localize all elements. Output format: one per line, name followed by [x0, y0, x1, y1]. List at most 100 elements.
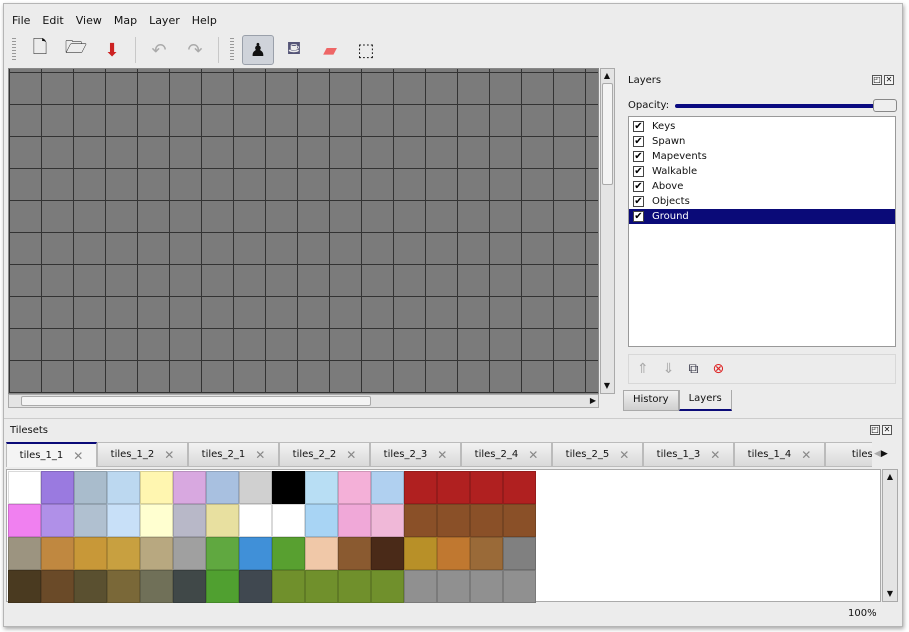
tab-tileset[interactable]: tiles_1_1 ✕	[6, 442, 97, 467]
close-icon[interactable]: ✕	[884, 75, 894, 85]
tile[interactable]	[470, 471, 503, 504]
slider-handle[interactable]	[873, 99, 897, 112]
tile[interactable]	[470, 537, 503, 570]
tab-tileset[interactable]: tiles_2_1 ✕	[188, 442, 279, 467]
tile[interactable]	[206, 537, 239, 570]
tile[interactable]	[140, 570, 173, 603]
tile[interactable]	[8, 471, 41, 504]
save-button[interactable]: ⬇	[96, 35, 128, 65]
float-icon[interactable]: ◰	[870, 425, 880, 435]
close-tab-icon[interactable]: ✕	[528, 447, 539, 462]
tab-tileset[interactable]: tiles_1_3 ✕	[643, 442, 734, 467]
scroll-down-icon[interactable]: ▼	[886, 589, 894, 598]
tile[interactable]	[239, 537, 272, 570]
tile[interactable]	[503, 471, 536, 504]
bucket-fill-button[interactable]: ⛾	[278, 35, 310, 65]
tile[interactable]	[8, 504, 41, 537]
eraser-button[interactable]: ▰	[314, 35, 346, 65]
scroll-thumb[interactable]	[602, 83, 613, 185]
visibility-checkbox[interactable]: ✔	[633, 121, 644, 132]
duplicate-icon[interactable]: ⧉	[688, 361, 699, 377]
tile[interactable]	[74, 471, 107, 504]
menu-view[interactable]: View	[75, 14, 102, 27]
map-horizontal-scrollbar[interactable]: ▶	[8, 394, 599, 408]
tile[interactable]	[404, 471, 437, 504]
tab-tileset[interactable]: tiles_2_2 ✕	[279, 442, 370, 467]
tab-tileset[interactable]: tiles_2_5 ✕	[552, 442, 643, 467]
close-tab-icon[interactable]: ✕	[801, 447, 812, 462]
close-tab-icon[interactable]: ✕	[346, 447, 357, 462]
tile[interactable]	[437, 471, 470, 504]
layer-item[interactable]: ✔ Ground	[629, 209, 895, 224]
map-canvas[interactable]	[8, 68, 599, 394]
menu-map[interactable]: Map	[113, 14, 138, 27]
tab-tileset[interactable]: tiles_1_4 ✕	[734, 442, 825, 467]
tile[interactable]	[371, 471, 404, 504]
delete-icon[interactable]: ⊗	[712, 361, 725, 377]
tile[interactable]	[503, 504, 536, 537]
tile[interactable]	[404, 537, 437, 570]
layer-item[interactable]: ✔ Keys	[629, 119, 895, 134]
tile[interactable]	[173, 471, 206, 504]
tile[interactable]	[41, 537, 74, 570]
layer-item[interactable]: ✔ Objects	[629, 194, 895, 209]
scroll-up-icon[interactable]: ▲	[886, 472, 894, 481]
menu-file[interactable]: File	[12, 14, 31, 27]
tile[interactable]	[41, 471, 74, 504]
tile[interactable]	[404, 504, 437, 537]
tile[interactable]	[206, 570, 239, 603]
tile[interactable]	[107, 537, 140, 570]
tile[interactable]	[338, 537, 371, 570]
scroll-thumb[interactable]	[21, 396, 371, 406]
scroll-up-icon[interactable]: ▲	[603, 71, 611, 80]
tile[interactable]	[272, 537, 305, 570]
tile[interactable]	[74, 570, 107, 603]
visibility-checkbox[interactable]: ✔	[633, 181, 644, 192]
toolbar-grip[interactable]	[12, 38, 16, 62]
tile[interactable]	[140, 504, 173, 537]
tab-layers[interactable]: Layers	[678, 390, 732, 411]
visibility-checkbox[interactable]: ✔	[633, 166, 644, 177]
toolbar-grip[interactable]	[230, 38, 234, 62]
tile[interactable]	[371, 537, 404, 570]
tile[interactable]	[338, 504, 371, 537]
tile[interactable]	[503, 570, 536, 603]
visibility-checkbox[interactable]: ✔	[633, 211, 644, 222]
tile[interactable]	[8, 570, 41, 603]
tile[interactable]	[404, 570, 437, 603]
close-tab-icon[interactable]: ✕	[437, 447, 448, 462]
scroll-down-icon[interactable]: ▼	[603, 381, 611, 390]
opacity-slider[interactable]	[675, 99, 897, 112]
tab-tileset[interactable]: tiles_1_	[825, 442, 872, 467]
layer-item[interactable]: ✔ Walkable	[629, 164, 895, 179]
new-map-button[interactable]: 🗋	[24, 35, 56, 65]
tile[interactable]	[173, 570, 206, 603]
tile[interactable]	[338, 471, 371, 504]
tile[interactable]	[206, 471, 239, 504]
tab-scroll-right-icon[interactable]: ▶	[880, 449, 888, 459]
menu-help[interactable]: Help	[191, 14, 217, 27]
tile[interactable]	[239, 504, 272, 537]
tile[interactable]	[41, 570, 74, 603]
arrow-down-icon[interactable]: ⇓	[662, 361, 675, 377]
layer-item[interactable]: ✔ Mapevents	[629, 149, 895, 164]
tileset-view[interactable]	[6, 469, 881, 603]
tile[interactable]	[140, 537, 173, 570]
close-tab-icon[interactable]: ✕	[619, 447, 630, 462]
float-icon[interactable]: ◰	[872, 75, 882, 85]
tile[interactable]	[470, 570, 503, 603]
undo-button[interactable]: ↶	[143, 35, 175, 65]
stamp-brush-button[interactable]: ♟	[242, 35, 274, 65]
close-tab-icon[interactable]: ✕	[255, 447, 266, 462]
tile[interactable]	[107, 570, 140, 603]
tab-scroll-left-icon[interactable]: ◀	[874, 449, 881, 459]
visibility-checkbox[interactable]: ✔	[633, 136, 644, 147]
close-icon[interactable]: ✕	[882, 425, 892, 435]
tile[interactable]	[305, 570, 338, 603]
tab-tileset[interactable]: tiles_1_2 ✕	[97, 442, 188, 467]
scroll-right-icon[interactable]: ▶	[589, 396, 597, 405]
tileset-vertical-scrollbar[interactable]: ▲ ▼	[882, 469, 898, 602]
tile[interactable]	[41, 504, 74, 537]
layer-item[interactable]: ✔ Above	[629, 179, 895, 194]
tile[interactable]	[305, 537, 338, 570]
